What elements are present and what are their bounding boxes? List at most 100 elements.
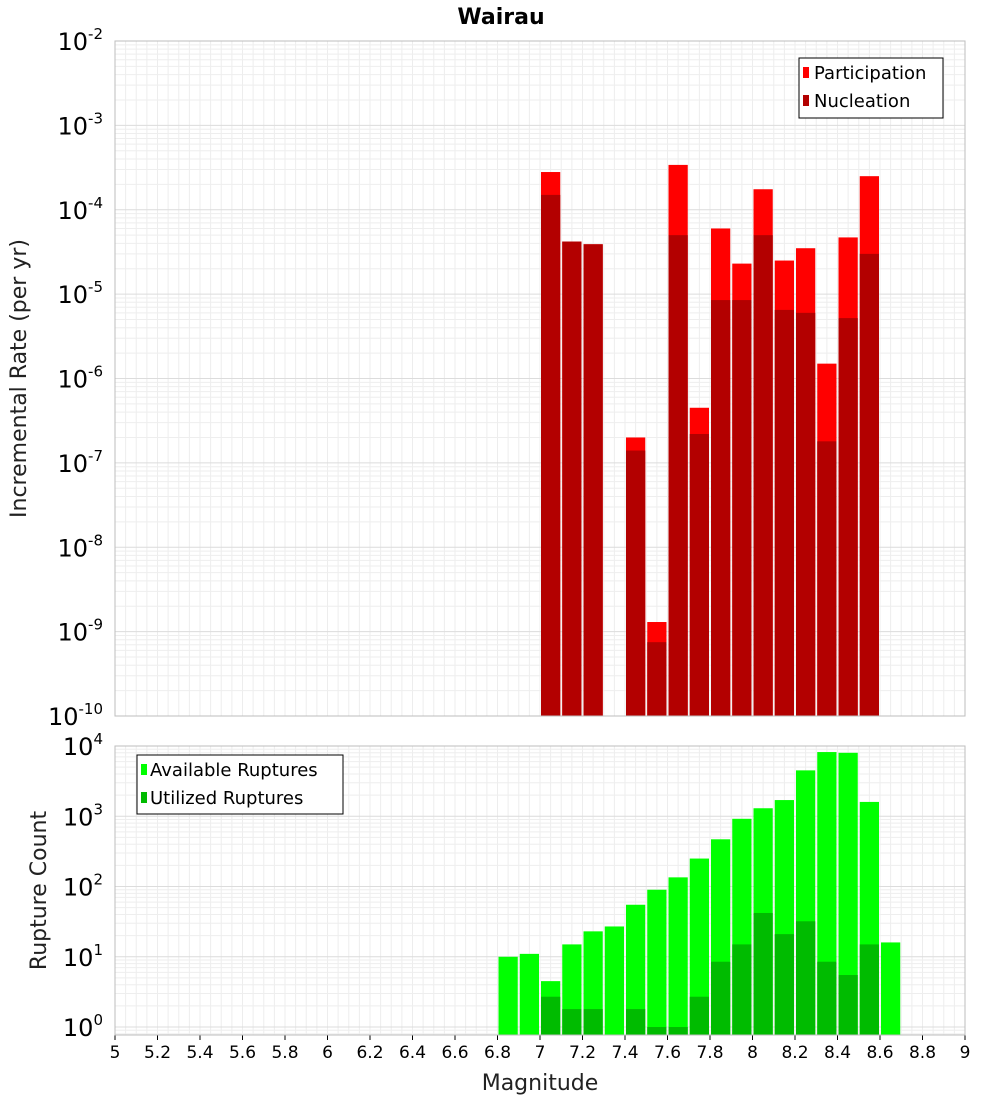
x-tick-label: 5.4 bbox=[186, 1043, 213, 1063]
bar-utilized-ruptures bbox=[583, 1009, 603, 1035]
bar-utilized-ruptures bbox=[562, 1009, 582, 1035]
bar-nucleation bbox=[732, 300, 752, 716]
bar-available-ruptures bbox=[838, 752, 858, 1035]
bar-utilized-ruptures bbox=[796, 921, 816, 1035]
rupture-plot-y-ticks: 104 103 102 101 100 bbox=[63, 730, 103, 1042]
bar-nucleation bbox=[796, 312, 816, 716]
available-ruptures-legend-label: Available Ruptures bbox=[150, 760, 318, 781]
participation-legend-label: Participation bbox=[814, 63, 926, 84]
x-tick-label: 8.2 bbox=[781, 1043, 808, 1063]
bar-nucleation bbox=[541, 194, 561, 716]
rate-plot: 10-2 10-3 10-4 10-5 10-6 10-7 10-8 10-9 10-10 In… bbox=[7, 25, 966, 731]
y-tick-label: 103 bbox=[63, 800, 103, 831]
x-tick-label: 5.8 bbox=[271, 1043, 298, 1063]
y-tick-label: 10-8 bbox=[57, 531, 103, 562]
x-tick-label: 7.8 bbox=[696, 1043, 723, 1063]
bar-available-ruptures bbox=[668, 877, 688, 1035]
bar-nucleation bbox=[817, 441, 837, 716]
nucleation-legend-swatch bbox=[803, 95, 809, 106]
bar-available-ruptures bbox=[498, 956, 518, 1035]
x-tick-label: 6 bbox=[322, 1043, 333, 1063]
rate-plot-y-ticks: 10-2 10-3 10-4 10-5 10-6 10-7 10-8 10-9 10-10 bbox=[48, 25, 103, 731]
bar-utilized-ruptures bbox=[711, 961, 731, 1035]
rupture-count-plot: 104 103 102 101 100 5 5.2 5.4 5.6 5.8 6 6.2 6.4 6.6 6… bbox=[27, 730, 970, 1096]
x-tick-label: 7.6 bbox=[654, 1043, 681, 1063]
bar-utilized-ruptures bbox=[626, 1009, 646, 1035]
y-tick-label: 100 bbox=[63, 1011, 103, 1042]
bar-available-ruptures bbox=[626, 904, 646, 1035]
rate-plot-y-axis-title: Incremental Rate (per yr) bbox=[7, 239, 32, 518]
bar-nucleation bbox=[838, 318, 858, 716]
x-tick-label: 9 bbox=[960, 1043, 971, 1063]
bar-nucleation bbox=[583, 244, 603, 717]
y-tick-label: 102 bbox=[63, 871, 103, 902]
bar-utilized-ruptures bbox=[859, 944, 879, 1035]
bar-nucleation bbox=[774, 309, 794, 716]
y-tick-label: 10-5 bbox=[57, 278, 103, 309]
y-tick-label: 10-10 bbox=[48, 700, 103, 731]
bar-utilized-ruptures bbox=[838, 975, 858, 1035]
bar-utilized-ruptures bbox=[817, 961, 837, 1035]
bar-utilized-ruptures bbox=[689, 996, 709, 1035]
rupture-plot-bars bbox=[498, 752, 901, 1035]
x-tick-label: 8 bbox=[747, 1043, 758, 1063]
x-tick-label: 8.6 bbox=[866, 1043, 893, 1063]
y-tick-label: 10-9 bbox=[57, 616, 103, 647]
bar-available-ruptures bbox=[583, 931, 603, 1035]
rupture-plot-legend: Available Ruptures Utilized Ruptures bbox=[136, 754, 344, 815]
x-tick-label: 7.2 bbox=[569, 1043, 596, 1063]
rate-plot-frame bbox=[114, 40, 966, 717]
bar-utilized-ruptures bbox=[647, 1027, 667, 1035]
y-tick-label: 10-4 bbox=[57, 194, 103, 225]
bar-utilized-ruptures bbox=[753, 912, 773, 1035]
y-tick-label: 104 bbox=[63, 730, 103, 761]
x-tick-label: 8.8 bbox=[909, 1043, 936, 1063]
x-tick-label: 6.4 bbox=[399, 1043, 426, 1063]
bar-available-ruptures bbox=[689, 858, 709, 1035]
x-tick-label: 6.6 bbox=[441, 1043, 468, 1063]
bar-nucleation bbox=[689, 433, 709, 716]
bar-nucleation bbox=[562, 241, 582, 717]
bar-available-ruptures bbox=[881, 942, 901, 1035]
utilized-ruptures-legend-label: Utilized Ruptures bbox=[150, 788, 303, 809]
x-tick-label: 7.4 bbox=[611, 1043, 638, 1063]
rate-plot-grid bbox=[114, 41, 966, 717]
bar-nucleation bbox=[859, 253, 879, 716]
x-tick-label: 5 bbox=[110, 1043, 121, 1063]
y-tick-label: 10-3 bbox=[57, 109, 103, 140]
y-tick-label: 101 bbox=[63, 941, 103, 972]
rupture-plot-frame bbox=[114, 745, 966, 1036]
rupture-plot-x-ticks: 5 5.2 5.4 5.6 5.8 6 6.2 6.4 6.6 6.8 7 7.2 7.4 7.6 7.8 8… bbox=[110, 1035, 971, 1063]
x-axis-title: Magnitude bbox=[482, 1071, 599, 1096]
rate-legend-box bbox=[798, 57, 944, 119]
bar-nucleation bbox=[647, 642, 667, 716]
bar-nucleation bbox=[753, 235, 773, 716]
x-tick-label: 6.2 bbox=[356, 1043, 383, 1063]
y-tick-label: 10-2 bbox=[57, 25, 103, 56]
bar-nucleation bbox=[626, 450, 646, 716]
y-tick-label: 10-7 bbox=[57, 447, 103, 478]
x-tick-label: 6.8 bbox=[484, 1043, 511, 1063]
available-ruptures-legend-swatch bbox=[141, 764, 147, 775]
rupture-plot-y-axis-title: Rupture Count bbox=[27, 811, 52, 971]
y-tick-label: 10-6 bbox=[57, 363, 103, 394]
participation-legend-swatch bbox=[803, 67, 809, 78]
x-tick-label: 8.4 bbox=[824, 1043, 851, 1063]
bar-utilized-ruptures bbox=[774, 934, 794, 1035]
bar-available-ruptures bbox=[647, 889, 667, 1035]
x-tick-label: 7 bbox=[535, 1043, 546, 1063]
chart-title: Wairau bbox=[457, 5, 544, 30]
x-tick-label: 5.2 bbox=[144, 1043, 171, 1063]
bar-nucleation bbox=[668, 235, 688, 716]
bar-utilized-ruptures bbox=[541, 996, 561, 1035]
utilized-ruptures-legend-swatch bbox=[141, 792, 147, 803]
bar-utilized-ruptures bbox=[668, 1027, 688, 1035]
rupture-legend-box bbox=[136, 754, 344, 815]
bar-utilized-ruptures bbox=[732, 944, 752, 1035]
rate-plot-legend: Participation Nucleation bbox=[798, 57, 944, 119]
nucleation-legend-label: Nucleation bbox=[814, 91, 910, 112]
x-tick-label: 5.6 bbox=[229, 1043, 256, 1063]
bar-nucleation bbox=[711, 300, 731, 716]
rate-plot-bars bbox=[541, 164, 879, 717]
